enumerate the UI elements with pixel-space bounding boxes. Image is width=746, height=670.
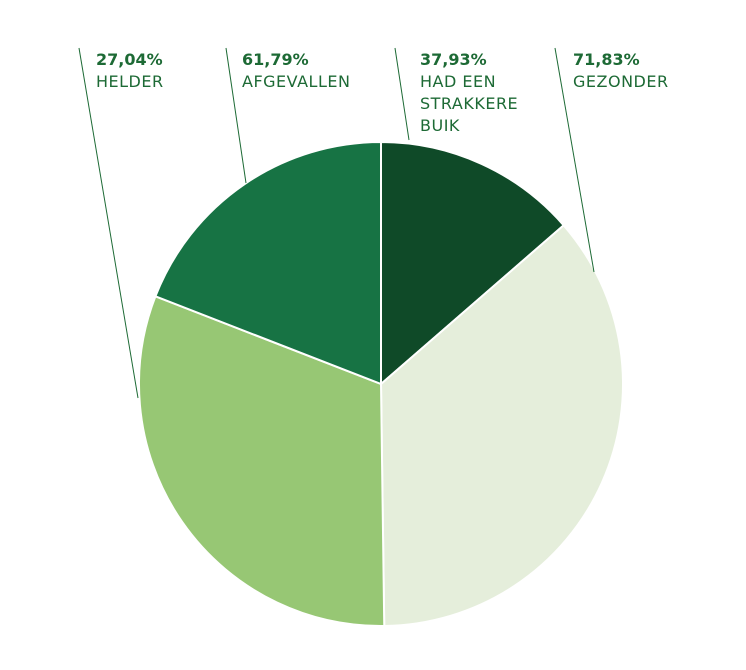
- value-label: 71,83%: [573, 50, 640, 69]
- slice-label: 37,93% HAD EEN STRAKKERE BUIK: [420, 49, 540, 137]
- category-label: GEZONDER: [573, 72, 669, 91]
- leader-line: [554, 47, 595, 273]
- pie-slice: [138, 295, 386, 627]
- category-label: HELDER: [96, 72, 164, 91]
- leader-line: [225, 47, 247, 184]
- pie-slice: [379, 223, 624, 627]
- value-label: 27,04%: [96, 50, 163, 69]
- value-label: 61,79%: [242, 50, 309, 69]
- slice-label: 61,79% AFGEVALLEN: [242, 49, 362, 93]
- pie-slice: [380, 140, 566, 387]
- slice-label: 71,83% GEZONDER: [573, 49, 693, 93]
- leader-line: [78, 47, 139, 399]
- leader-line: [394, 47, 410, 141]
- category-label: AFGEVALLEN: [242, 72, 351, 91]
- value-label: 37,93%: [420, 50, 487, 69]
- category-label: HAD EEN STRAKKERE BUIK: [420, 72, 519, 135]
- slice-label: 27,04% HELDER: [96, 49, 216, 93]
- pie-slice: [154, 140, 382, 386]
